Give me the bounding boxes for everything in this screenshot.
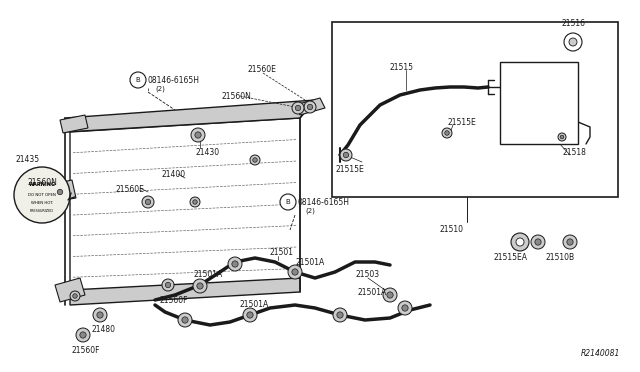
Polygon shape [65, 100, 315, 132]
Text: 21501: 21501 [270, 248, 294, 257]
Circle shape [558, 133, 566, 141]
Text: WARNING: WARNING [29, 183, 56, 187]
Circle shape [511, 233, 529, 251]
Circle shape [567, 239, 573, 245]
Polygon shape [55, 278, 85, 302]
Circle shape [232, 261, 238, 267]
Circle shape [304, 101, 316, 113]
Circle shape [193, 279, 207, 293]
Text: 21510: 21510 [440, 225, 464, 234]
Text: 08146-6165H: 08146-6165H [298, 198, 350, 207]
Text: 21516: 21516 [561, 19, 585, 28]
Circle shape [247, 312, 253, 318]
Circle shape [195, 132, 201, 138]
Polygon shape [60, 115, 88, 133]
Text: 21515E: 21515E [335, 165, 364, 174]
Circle shape [280, 194, 296, 210]
Circle shape [531, 235, 545, 249]
Text: B: B [285, 199, 291, 205]
Text: 21435: 21435 [15, 155, 39, 164]
Circle shape [340, 149, 352, 161]
Circle shape [387, 292, 393, 298]
Text: 21560E: 21560E [248, 65, 277, 74]
Circle shape [337, 312, 343, 318]
Circle shape [73, 294, 77, 298]
Circle shape [398, 301, 412, 315]
Circle shape [182, 317, 188, 323]
Circle shape [295, 105, 301, 111]
Circle shape [569, 38, 577, 46]
Text: 21560N: 21560N [222, 92, 252, 101]
Text: 21560E: 21560E [115, 185, 144, 194]
Circle shape [191, 128, 205, 142]
Circle shape [93, 308, 107, 322]
Circle shape [165, 282, 171, 288]
Text: R2140081: R2140081 [580, 349, 620, 358]
Circle shape [253, 158, 257, 162]
Text: 21560F: 21560F [160, 296, 189, 305]
Circle shape [145, 199, 150, 205]
Text: WHEN HOT.: WHEN HOT. [31, 201, 53, 205]
Text: 21515EA: 21515EA [493, 253, 527, 262]
Circle shape [197, 283, 203, 289]
Circle shape [97, 312, 103, 318]
Circle shape [563, 235, 577, 249]
Text: 21560N: 21560N [28, 178, 58, 187]
Text: 21515E: 21515E [448, 118, 477, 127]
Circle shape [190, 197, 200, 207]
Polygon shape [295, 98, 325, 115]
Bar [332, 22, 618, 197]
Circle shape [54, 186, 66, 198]
Polygon shape [48, 180, 76, 202]
Text: 08146-6165H: 08146-6165H [148, 76, 200, 85]
Circle shape [402, 305, 408, 311]
Circle shape [130, 72, 146, 88]
Circle shape [142, 196, 154, 208]
Text: PRESSURIZED: PRESSURIZED [30, 209, 54, 213]
Circle shape [292, 102, 304, 114]
Circle shape [80, 332, 86, 338]
Circle shape [564, 33, 582, 51]
Circle shape [58, 189, 63, 195]
Circle shape [250, 155, 260, 165]
Circle shape [70, 291, 80, 301]
Circle shape [76, 328, 90, 342]
Circle shape [560, 135, 564, 139]
Text: 21510B: 21510B [545, 253, 575, 262]
Circle shape [14, 167, 70, 223]
Polygon shape [70, 278, 300, 305]
Circle shape [442, 128, 452, 138]
Text: (2): (2) [305, 207, 315, 214]
Circle shape [178, 313, 192, 327]
Circle shape [445, 131, 449, 135]
Text: 21501A: 21501A [358, 288, 387, 297]
Circle shape [307, 104, 313, 110]
Polygon shape [70, 118, 300, 298]
Text: 21515: 21515 [390, 63, 414, 72]
Text: 21400: 21400 [162, 170, 186, 179]
Circle shape [193, 200, 197, 204]
Circle shape [333, 308, 347, 322]
Circle shape [343, 152, 349, 158]
Text: 21480: 21480 [92, 325, 116, 334]
Circle shape [292, 269, 298, 275]
Text: 21560F: 21560F [72, 346, 100, 355]
Text: 21501A: 21501A [240, 300, 269, 309]
Circle shape [288, 265, 302, 279]
Text: 21501A: 21501A [193, 270, 222, 279]
Text: 21503: 21503 [355, 270, 379, 279]
Text: 21518: 21518 [562, 148, 586, 157]
Text: 21430: 21430 [195, 148, 219, 157]
Circle shape [243, 308, 257, 322]
Circle shape [162, 279, 174, 291]
Text: B: B [136, 77, 140, 83]
Circle shape [516, 238, 524, 246]
Text: (2): (2) [155, 85, 165, 92]
Text: 21501A: 21501A [295, 258, 324, 267]
Text: DO NOT OPEN: DO NOT OPEN [28, 193, 56, 197]
Circle shape [535, 239, 541, 245]
Circle shape [383, 288, 397, 302]
Bar [500, 62, 578, 144]
Circle shape [228, 257, 242, 271]
